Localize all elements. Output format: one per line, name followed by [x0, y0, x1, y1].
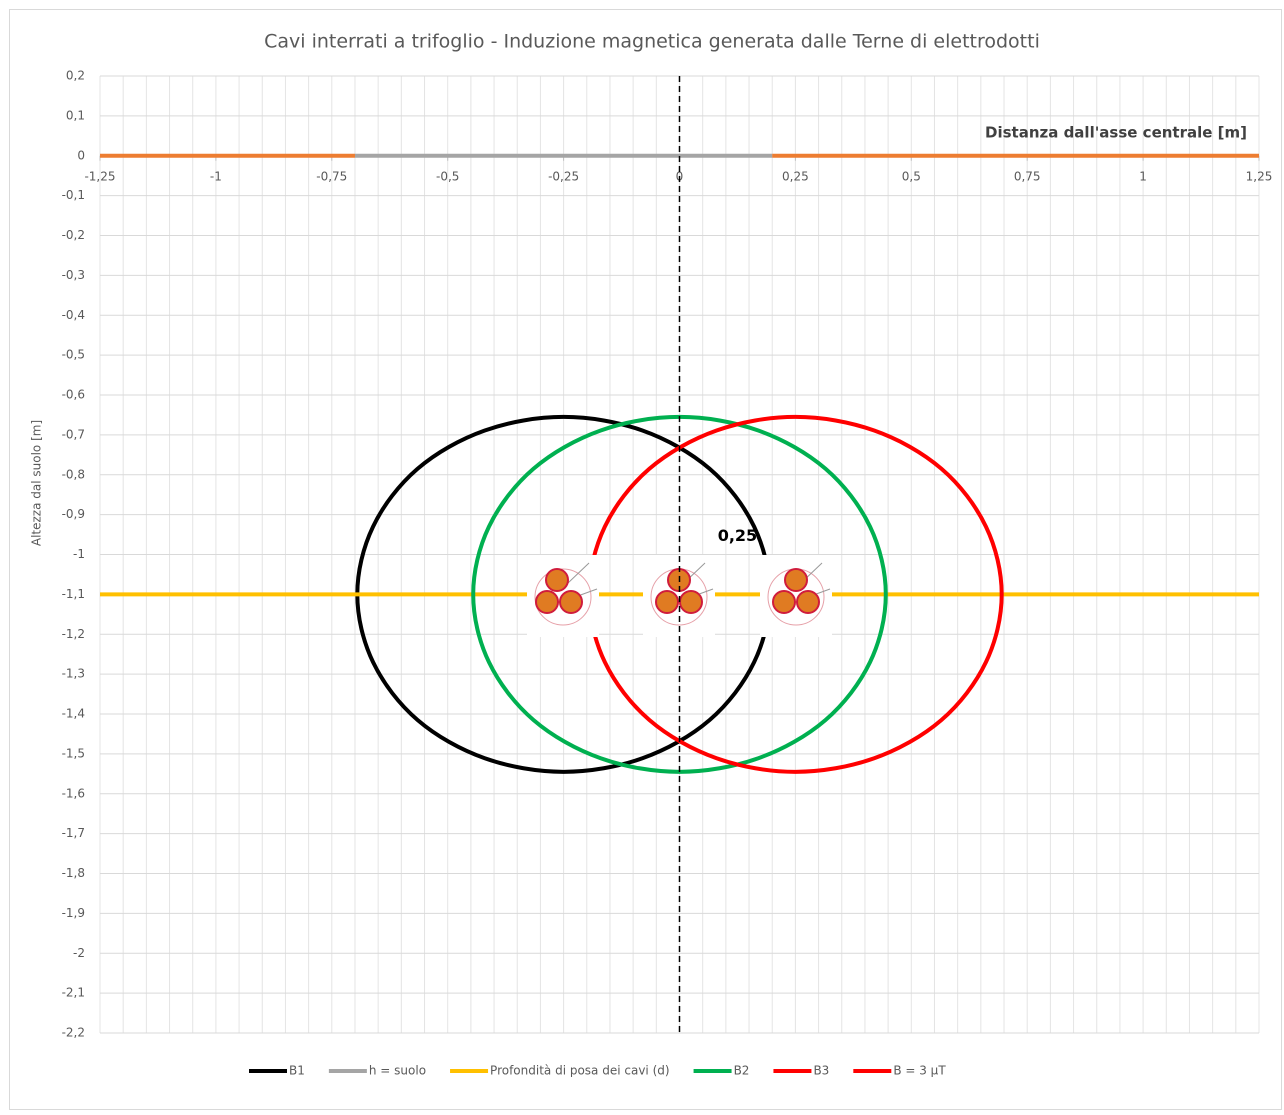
y-tick-label: -1,7: [62, 826, 85, 840]
x-tick-label: 1,25: [1246, 169, 1273, 183]
y-tick-label: -1,5: [62, 746, 85, 760]
y-tick-label: -0,9: [62, 507, 85, 521]
legend-label: h = suolo: [369, 1064, 426, 1078]
y-tick-label: -0,5: [62, 348, 85, 362]
y-tick-label: -2: [73, 946, 85, 960]
legend-label: B2: [734, 1064, 750, 1078]
y-tick-label: -1,3: [62, 667, 85, 681]
legend-label: Profondità di posa dei cavi (d): [490, 1064, 670, 1078]
x-tick-label: -1: [210, 169, 222, 183]
x-tick-label: 0,25: [782, 169, 809, 183]
y-tick-label: -0,7: [62, 427, 85, 441]
y-tick-label: -1,9: [62, 906, 85, 920]
annotation: 0,25: [718, 526, 757, 545]
y-tick-label: -0,4: [62, 308, 85, 322]
y-tick-label: 0,2: [66, 69, 85, 83]
cable-trefoil: [760, 555, 832, 637]
series-line: [471, 414, 888, 774]
y-tick-label: -1,4: [62, 707, 85, 721]
grid: 0,2 0,1 0 -0,1 -0,2 -0,3 -0,4 -0,5 -0,6 -0,7 -0,8 -…: [62, 69, 1273, 1040]
legend: B1 h = suolo Profondità di posa dei cavi (…: [249, 1064, 946, 1078]
x-tick-label: 0,75: [1014, 169, 1041, 183]
x-axis-title: Distanza dall'asse centrale [m]: [985, 124, 1247, 142]
overlay: 0,25: [678, 76, 757, 1033]
y-tick-label: -2,1: [62, 986, 85, 1000]
y-tick-label: -1,1: [62, 587, 85, 601]
y-tick-label: 0,1: [66, 108, 85, 122]
cables: [527, 555, 832, 637]
y-tick-label: -1,6: [62, 786, 85, 800]
legend-label: B = 3 µT: [893, 1064, 946, 1078]
y-tick-label: -0,6: [62, 388, 85, 402]
cable-trefoil: [527, 555, 599, 637]
legend-label: B3: [813, 1064, 829, 1078]
x-tick-label: -0,75: [316, 169, 347, 183]
y-tick-label: -0,8: [62, 467, 85, 481]
y-tick-label: -0,1: [62, 188, 85, 202]
y-tick-label: -0,3: [62, 268, 85, 282]
y-tick-label: -1,8: [62, 866, 85, 880]
x-tick-label: -0,5: [436, 169, 459, 183]
y-tick-label: -0,2: [62, 228, 85, 242]
x-tick-label: 1: [1139, 169, 1147, 183]
y-axis-title: Altezza dal suolo [m]: [30, 420, 44, 546]
y-tick-label: 0: [77, 148, 85, 162]
y-tick-label: -2,2: [62, 1026, 85, 1040]
x-tick-label: -0,25: [548, 169, 579, 183]
y-tick-label: -1: [73, 547, 85, 561]
chart-title: Cavi interrati a trifoglio - Induzione m…: [264, 31, 1040, 53]
legend-label: B1: [289, 1064, 305, 1078]
x-tick-label: -1,25: [84, 169, 115, 183]
y-tick-label: -1,2: [62, 627, 85, 641]
x-tick-label: 0,5: [902, 169, 921, 183]
